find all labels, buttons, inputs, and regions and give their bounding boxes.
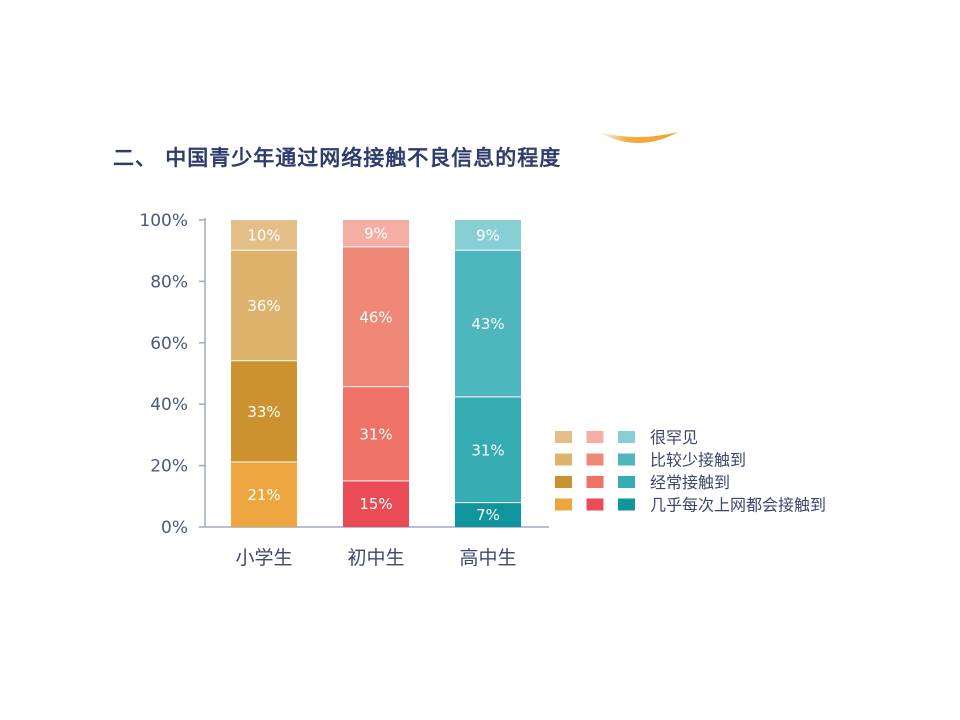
bar-segment xyxy=(343,220,409,247)
y-tick-label: 60% xyxy=(150,334,188,354)
bar-data-label: 10% xyxy=(247,226,280,244)
bar-segment xyxy=(455,397,521,503)
legend-swatch xyxy=(586,453,604,466)
bar-segment xyxy=(231,361,297,462)
legend-swatch xyxy=(586,476,604,488)
bar-data-value: 31 xyxy=(471,441,490,459)
y-tick-unit: % xyxy=(172,272,188,292)
legend-label: 比较少接触到 xyxy=(650,451,746,470)
bar-data-unit: % xyxy=(266,297,280,315)
decorative-arc xyxy=(598,132,678,143)
bar-data-unit: % xyxy=(378,425,392,443)
bar-data-unit: % xyxy=(266,486,280,504)
category-label: 高中生 xyxy=(459,547,516,569)
bar-data-label: 9% xyxy=(364,225,388,243)
bar-data-label: 9% xyxy=(476,226,500,244)
y-tick-label: 40% xyxy=(150,395,188,415)
bar-data-unit: % xyxy=(374,225,388,243)
y-tick-unit: % xyxy=(172,518,188,538)
bar-data-value: 36 xyxy=(247,297,266,315)
bar-data-label: 33% xyxy=(247,403,280,421)
category-label: 小学生 xyxy=(235,547,292,569)
y-tick-value: 20 xyxy=(150,457,172,477)
bar-data-value: 15 xyxy=(359,495,378,513)
y-tick-unit: % xyxy=(172,457,188,477)
bar-data-value: 43 xyxy=(471,315,490,333)
chart-title: 二、 中国青少年通过网络接触不良信息的程度 xyxy=(113,146,562,170)
bar-data-unit: % xyxy=(378,308,392,326)
bar-segment xyxy=(455,250,521,397)
y-axis-ticks: 0%20%40%60%80%100% xyxy=(139,211,205,538)
bar-data-unit: % xyxy=(486,506,500,524)
y-tick-unit: % xyxy=(172,334,188,354)
bar-data-label: 36% xyxy=(247,297,280,315)
bar-data-unit: % xyxy=(490,441,504,459)
bar-data-value: 7 xyxy=(476,506,486,524)
bar-data-value: 31 xyxy=(359,425,378,443)
bar-data-value: 9 xyxy=(364,225,374,243)
legend-swatch xyxy=(618,498,635,511)
category-label: 初中生 xyxy=(347,547,404,569)
bar-data-label: 7% xyxy=(476,506,500,524)
y-tick-label: 80% xyxy=(150,272,188,292)
bar-data-label: 31% xyxy=(471,441,504,459)
legend-swatch xyxy=(618,431,635,443)
y-tick-label: 20% xyxy=(150,457,188,477)
bar-data-unit: % xyxy=(486,226,500,244)
legend-swatch xyxy=(618,453,635,466)
bar-data-unit: % xyxy=(266,403,280,421)
legend-item: 比较少接触到 xyxy=(555,451,746,470)
bar-data-label: 31% xyxy=(359,425,392,443)
bar-segment xyxy=(343,247,409,387)
bar-data-label: 43% xyxy=(471,315,504,333)
bar-data-label: 21% xyxy=(247,486,280,504)
bar-data-unit: % xyxy=(266,226,280,244)
y-tick-value: 0 xyxy=(161,518,172,538)
stacked-bar: 7%31%43%9% xyxy=(455,220,521,527)
legend-item: 几乎每次上网都会接触到 xyxy=(555,496,826,515)
legend-swatch xyxy=(618,476,635,488)
bars: 21%33%36%10%小学生15%31%46%9%初中生7%31%43%9%高… xyxy=(231,220,521,569)
bar-segment xyxy=(231,462,297,527)
y-tick-value: 40 xyxy=(150,395,172,415)
y-tick-unit: % xyxy=(172,211,188,231)
legend-swatch xyxy=(586,431,604,443)
legend-swatch xyxy=(555,453,572,466)
bar-data-unit: % xyxy=(378,495,392,513)
stacked-bar: 15%31%46%9% xyxy=(343,220,409,527)
legend-swatch xyxy=(555,498,572,511)
bar-segment xyxy=(343,387,409,481)
bar-data-value: 21 xyxy=(247,486,266,504)
bar-data-value: 10 xyxy=(247,226,266,244)
legend-label: 很罕见 xyxy=(650,428,698,447)
y-tick-unit: % xyxy=(172,395,188,415)
legend-item: 经常接触到 xyxy=(555,473,730,492)
bar-segment xyxy=(231,220,297,250)
y-tick-value: 100 xyxy=(139,211,171,231)
bar-data-unit: % xyxy=(490,315,504,333)
bar-segment xyxy=(343,481,409,527)
bar-data-label: 46% xyxy=(359,308,392,326)
bar-data-label: 15% xyxy=(359,495,392,513)
legend-label: 几乎每次上网都会接触到 xyxy=(650,496,826,515)
bar-data-value: 46 xyxy=(359,308,378,326)
legend-swatch xyxy=(555,431,572,443)
bar-segment xyxy=(455,220,521,250)
legend-item: 很罕见 xyxy=(555,428,698,447)
y-tick-value: 60 xyxy=(150,334,172,354)
y-tick-value: 80 xyxy=(150,272,172,292)
y-tick-label: 100% xyxy=(139,211,188,231)
bar-data-value: 9 xyxy=(476,226,486,244)
bar-segment xyxy=(455,503,521,527)
legend-label: 经常接触到 xyxy=(650,473,730,492)
y-tick-label: 0% xyxy=(161,518,188,538)
bar-segment xyxy=(231,250,297,361)
bar-data-value: 33 xyxy=(247,403,266,421)
stacked-bar: 21%33%36%10% xyxy=(231,220,297,527)
legend-swatch xyxy=(555,476,572,488)
legend-swatch xyxy=(586,498,604,511)
